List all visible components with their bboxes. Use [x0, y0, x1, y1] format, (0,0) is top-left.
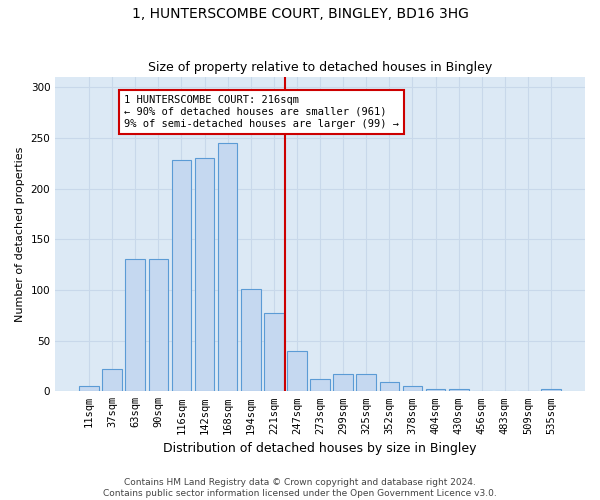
X-axis label: Distribution of detached houses by size in Bingley: Distribution of detached houses by size … — [163, 442, 477, 455]
Bar — [125, 258, 145, 392]
Bar — [449, 390, 469, 392]
Y-axis label: Number of detached properties: Number of detached properties — [15, 146, 25, 322]
Bar — [403, 386, 422, 392]
Bar — [287, 351, 307, 392]
Bar — [356, 374, 376, 392]
Bar — [264, 313, 284, 392]
Bar — [103, 369, 122, 392]
Bar — [241, 289, 260, 392]
Bar — [380, 382, 399, 392]
Text: Contains HM Land Registry data © Crown copyright and database right 2024.
Contai: Contains HM Land Registry data © Crown c… — [103, 478, 497, 498]
Title: Size of property relative to detached houses in Bingley: Size of property relative to detached ho… — [148, 62, 492, 74]
Text: 1 HUNTERSCOMBE COURT: 216sqm
← 90% of detached houses are smaller (961)
9% of se: 1 HUNTERSCOMBE COURT: 216sqm ← 90% of de… — [124, 96, 399, 128]
Bar — [426, 390, 445, 392]
Bar — [541, 390, 561, 392]
Bar — [310, 379, 330, 392]
Bar — [195, 158, 214, 392]
Bar — [218, 143, 238, 392]
Bar — [149, 258, 168, 392]
Bar — [172, 160, 191, 392]
Text: 1, HUNTERSCOMBE COURT, BINGLEY, BD16 3HG: 1, HUNTERSCOMBE COURT, BINGLEY, BD16 3HG — [131, 8, 469, 22]
Bar — [79, 386, 99, 392]
Bar — [334, 374, 353, 392]
